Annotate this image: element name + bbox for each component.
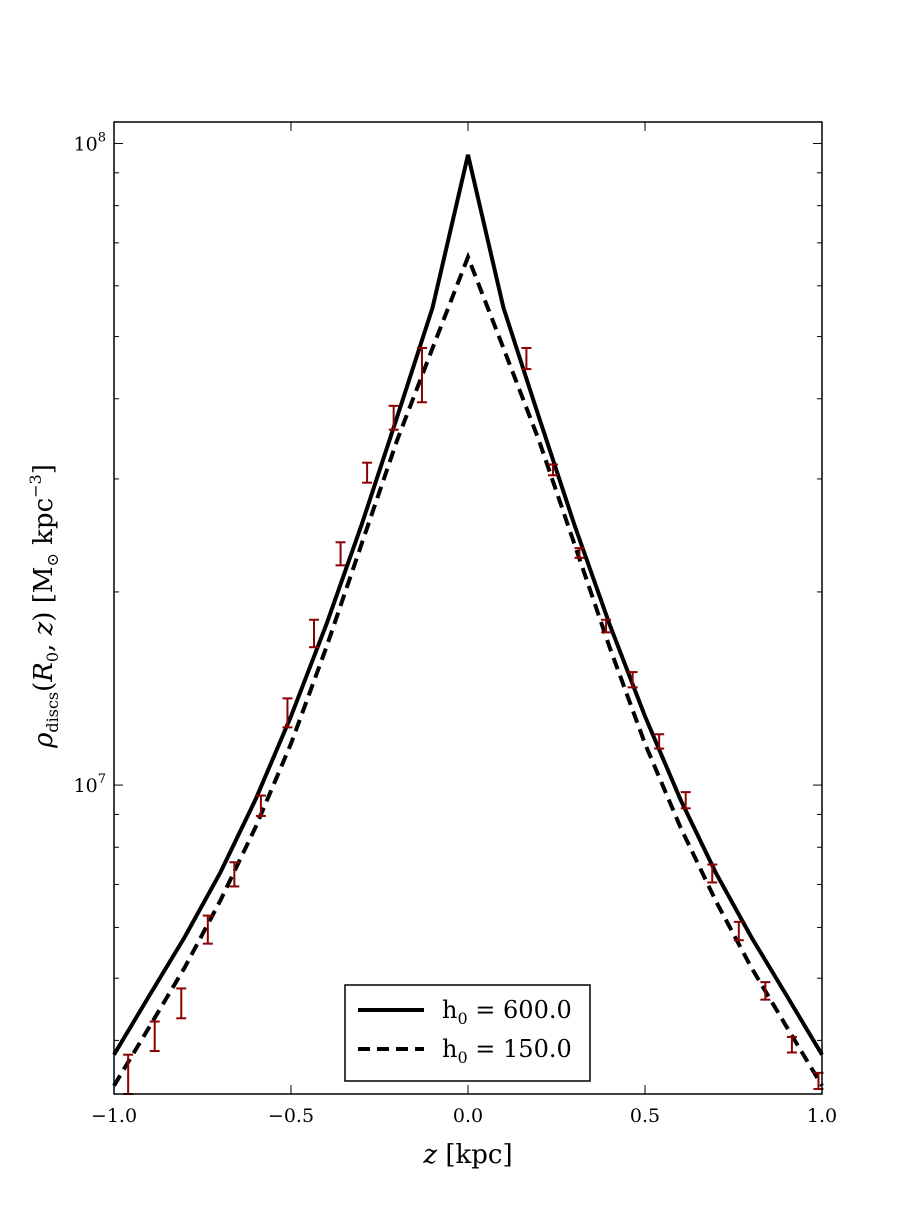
series-line-h0-600 — [112, 154, 824, 1056]
error-bar — [786, 1035, 797, 1054]
y-axis-label: ρdiscs(R0, z) [M⊙ kpc−3] — [26, 464, 62, 749]
error-bar — [229, 861, 240, 888]
x-axis-ticks: −1.0 −0.5 0.0 0.5 1.0 — [91, 122, 837, 1127]
legend-label-600: h0 = 600.0 — [442, 996, 572, 1028]
error-bar — [309, 618, 320, 649]
error-bar — [733, 920, 744, 942]
x-axis-label: z [kpc] — [422, 1140, 512, 1170]
x-tick-label: 0.0 — [453, 1105, 483, 1127]
error-bar — [547, 463, 558, 477]
x-tick-label: −1.0 — [91, 1105, 137, 1127]
error-bar — [760, 981, 771, 1001]
x-tick-label: −0.5 — [268, 1105, 314, 1127]
series-lines — [112, 154, 824, 1087]
plot-frame — [113, 121, 823, 1095]
error-bar — [680, 791, 691, 810]
error-bar — [149, 1020, 160, 1053]
error-bar — [202, 914, 213, 945]
y-tick-label: 108 — [74, 130, 106, 155]
minor-ticks — [114, 172, 822, 1041]
series-line-h0-150 — [112, 251, 824, 1087]
legend-box — [344, 984, 591, 1082]
error-bar — [388, 404, 399, 431]
error-bar — [362, 461, 373, 484]
error-bar — [282, 697, 293, 729]
legend: h0 = 600.0 h0 = 150.0 — [344, 984, 591, 1082]
svg-text:ρdiscs(R0, z) [M⊙ kpc−3]: ρdiscs(R0, z) [M⊙ kpc−3] — [26, 464, 62, 749]
error-bar — [335, 541, 346, 567]
error-bar — [707, 863, 718, 884]
error-bar — [416, 346, 427, 404]
error-bar — [627, 671, 638, 689]
y-tick-label: 107 — [74, 772, 106, 797]
error-bar — [176, 987, 187, 1020]
legend-label-150: h0 = 150.0 — [442, 1035, 572, 1067]
error-bar — [521, 346, 532, 371]
error-bar — [123, 1053, 134, 1095]
x-tick-label: 1.0 — [807, 1105, 837, 1127]
y-axis-ticks: 107 108 — [74, 130, 822, 797]
x-tick-label: 0.5 — [630, 1105, 660, 1127]
error-bar — [574, 547, 585, 559]
error-bar — [255, 794, 266, 817]
error-bar — [601, 618, 612, 634]
error-bars — [123, 346, 824, 1095]
error-bar — [654, 733, 665, 750]
